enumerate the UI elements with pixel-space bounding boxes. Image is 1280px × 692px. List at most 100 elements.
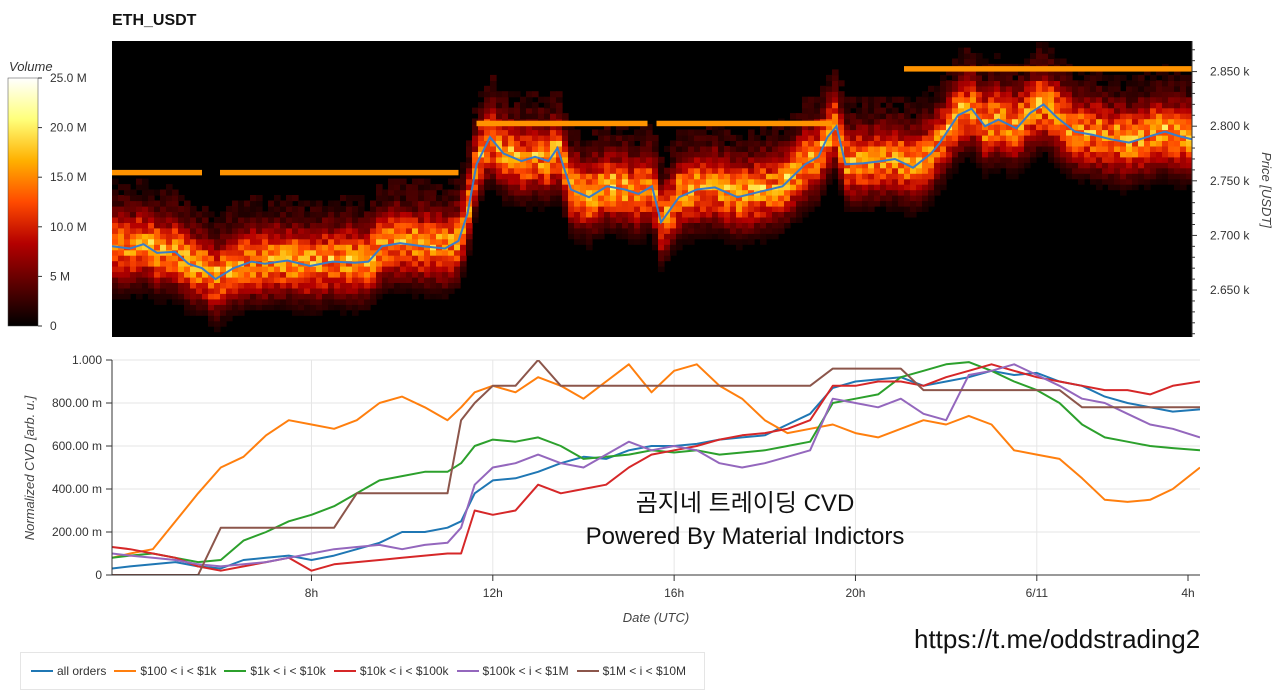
heatmap-cell bbox=[772, 167, 779, 174]
heatmap-cell bbox=[790, 145, 797, 152]
heatmap-cell bbox=[238, 227, 245, 234]
heatmap-cell bbox=[334, 282, 341, 289]
heatmap-cell bbox=[1006, 102, 1013, 109]
heatmap-cell bbox=[718, 222, 725, 229]
legend-item[interactable]: $1M < i < $10M bbox=[576, 664, 686, 678]
heatmap-cell bbox=[454, 244, 461, 251]
heatmap-cell bbox=[748, 216, 755, 223]
heatmap-cell bbox=[454, 276, 461, 283]
heatmap-cell bbox=[1018, 145, 1025, 152]
heatmap-cell bbox=[292, 271, 299, 278]
telegram-link[interactable]: https://t.me/oddstrading2 bbox=[914, 624, 1201, 654]
heatmap-cell bbox=[598, 227, 605, 234]
heatmap-cell bbox=[1138, 96, 1145, 103]
heatmap-cell bbox=[190, 271, 197, 278]
heatmap-cell bbox=[400, 271, 407, 278]
heatmap-cell bbox=[694, 205, 701, 212]
heatmap-cell bbox=[664, 145, 671, 152]
heatmap-cell bbox=[442, 249, 449, 256]
heatmap-cell bbox=[250, 260, 257, 267]
heatmap-cell bbox=[316, 309, 323, 316]
legend-item[interactable]: $1k < i < $10k bbox=[224, 664, 326, 678]
legend-item[interactable]: $10k < i < $100k bbox=[333, 664, 449, 678]
heatmap-cell bbox=[1114, 124, 1121, 131]
heatmap-cell bbox=[748, 195, 755, 202]
heatmap-cell bbox=[898, 140, 905, 147]
heatmap-cell bbox=[1144, 129, 1151, 136]
heatmap-cell bbox=[772, 233, 779, 240]
heatmap-cell bbox=[388, 276, 395, 283]
heatmap-cell bbox=[550, 145, 557, 152]
heatmap-cell bbox=[886, 118, 893, 125]
heatmap-cell bbox=[772, 211, 779, 218]
heatmap-cell bbox=[322, 211, 329, 218]
heatmap-cell bbox=[208, 238, 215, 245]
heatmap-cell bbox=[826, 167, 833, 174]
heatmap-cell bbox=[808, 145, 815, 152]
heatmap-cell bbox=[358, 200, 365, 207]
heatmap-cell bbox=[538, 124, 545, 131]
heatmap-cell bbox=[532, 200, 539, 207]
heatmap-cell bbox=[1156, 145, 1163, 152]
legend-item[interactable]: $100k < i < $1M bbox=[456, 664, 569, 678]
heatmap-cell bbox=[1000, 162, 1007, 169]
heatmap-cell bbox=[736, 200, 743, 207]
heatmap-cell bbox=[832, 74, 839, 81]
heatmap-cell bbox=[628, 162, 635, 169]
heatmap-cell bbox=[136, 282, 143, 289]
heatmap-cell bbox=[1036, 134, 1043, 141]
heatmap-cell bbox=[346, 222, 353, 229]
heatmap-cell bbox=[796, 189, 803, 196]
heatmap-cell bbox=[1156, 80, 1163, 87]
heatmap-cell bbox=[136, 195, 143, 202]
heatmap-cell bbox=[160, 211, 167, 218]
heatmap-cell bbox=[604, 167, 611, 174]
legend-item[interactable]: $100 < i < $1k bbox=[114, 664, 216, 678]
heatmap-cell bbox=[1012, 91, 1019, 98]
heatmap-cell bbox=[874, 145, 881, 152]
heatmap-cell bbox=[1114, 80, 1121, 87]
heatmap-cell bbox=[490, 178, 497, 185]
heatmap-cell bbox=[1156, 151, 1163, 158]
heatmap-cell bbox=[460, 216, 467, 223]
heatmap-cell bbox=[442, 282, 449, 289]
heatmap-cell bbox=[1156, 178, 1163, 185]
heatmap-cell bbox=[196, 287, 203, 294]
heatmap-cell bbox=[526, 151, 533, 158]
heatmap-cell bbox=[652, 216, 659, 223]
heatmap-cell bbox=[844, 107, 851, 114]
heatmap-cell bbox=[820, 129, 827, 136]
legend-label: $10k < i < $100k bbox=[359, 664, 449, 678]
heatmap-cell bbox=[1024, 102, 1031, 109]
heatmap-cell bbox=[316, 287, 323, 294]
heatmap-cell bbox=[298, 222, 305, 229]
heatmap-cell bbox=[832, 162, 839, 169]
heatmap-cell bbox=[232, 304, 239, 311]
heatmap-cell bbox=[976, 156, 983, 163]
heatmap-cell bbox=[646, 189, 653, 196]
heatmap-cell bbox=[928, 107, 935, 114]
heatmap-cell bbox=[562, 189, 569, 196]
heatmap-cell bbox=[280, 282, 287, 289]
heatmap-cell bbox=[112, 293, 119, 300]
heatmap-cell bbox=[574, 145, 581, 152]
heatmap-cell bbox=[124, 184, 131, 191]
heatmap-cell bbox=[568, 167, 575, 174]
heatmap-cell bbox=[1078, 151, 1085, 158]
heatmap-cell bbox=[844, 189, 851, 196]
cvd-plot-area bbox=[112, 360, 1200, 575]
watermark: 곰지네 트레이딩 CVD Powered By Material Indicto… bbox=[560, 487, 930, 553]
heatmap-cell bbox=[448, 200, 455, 207]
heatmap-cell bbox=[118, 195, 125, 202]
heatmap-cell bbox=[946, 96, 953, 103]
colorbar-tick-label: 5 M bbox=[50, 269, 70, 283]
legend-item[interactable]: all orders bbox=[31, 664, 106, 678]
heatmap-cell bbox=[1060, 80, 1067, 87]
cvd-y-tick-label: 400.00 m bbox=[52, 482, 102, 496]
heatmap-cell bbox=[502, 189, 509, 196]
heatmap-cell bbox=[736, 238, 743, 245]
heatmap-cell bbox=[376, 195, 383, 202]
heatmap-cell bbox=[622, 134, 629, 141]
heatmap-cell bbox=[550, 167, 557, 174]
heatmap-cell bbox=[112, 260, 119, 267]
